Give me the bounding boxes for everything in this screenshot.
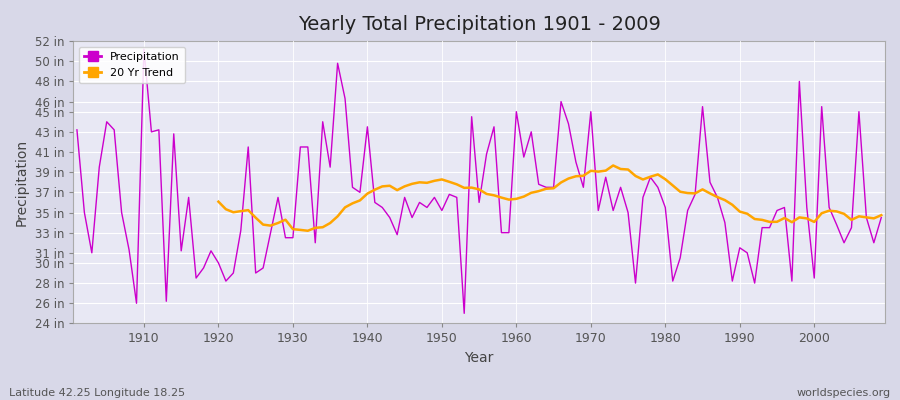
Y-axis label: Precipitation: Precipitation bbox=[15, 139, 29, 226]
Text: worldspecies.org: worldspecies.org bbox=[796, 388, 891, 398]
X-axis label: Year: Year bbox=[464, 351, 494, 365]
Title: Yearly Total Precipitation 1901 - 2009: Yearly Total Precipitation 1901 - 2009 bbox=[298, 15, 661, 34]
Text: Latitude 42.25 Longitude 18.25: Latitude 42.25 Longitude 18.25 bbox=[9, 388, 185, 398]
Legend: Precipitation, 20 Yr Trend: Precipitation, 20 Yr Trend bbox=[79, 47, 185, 83]
